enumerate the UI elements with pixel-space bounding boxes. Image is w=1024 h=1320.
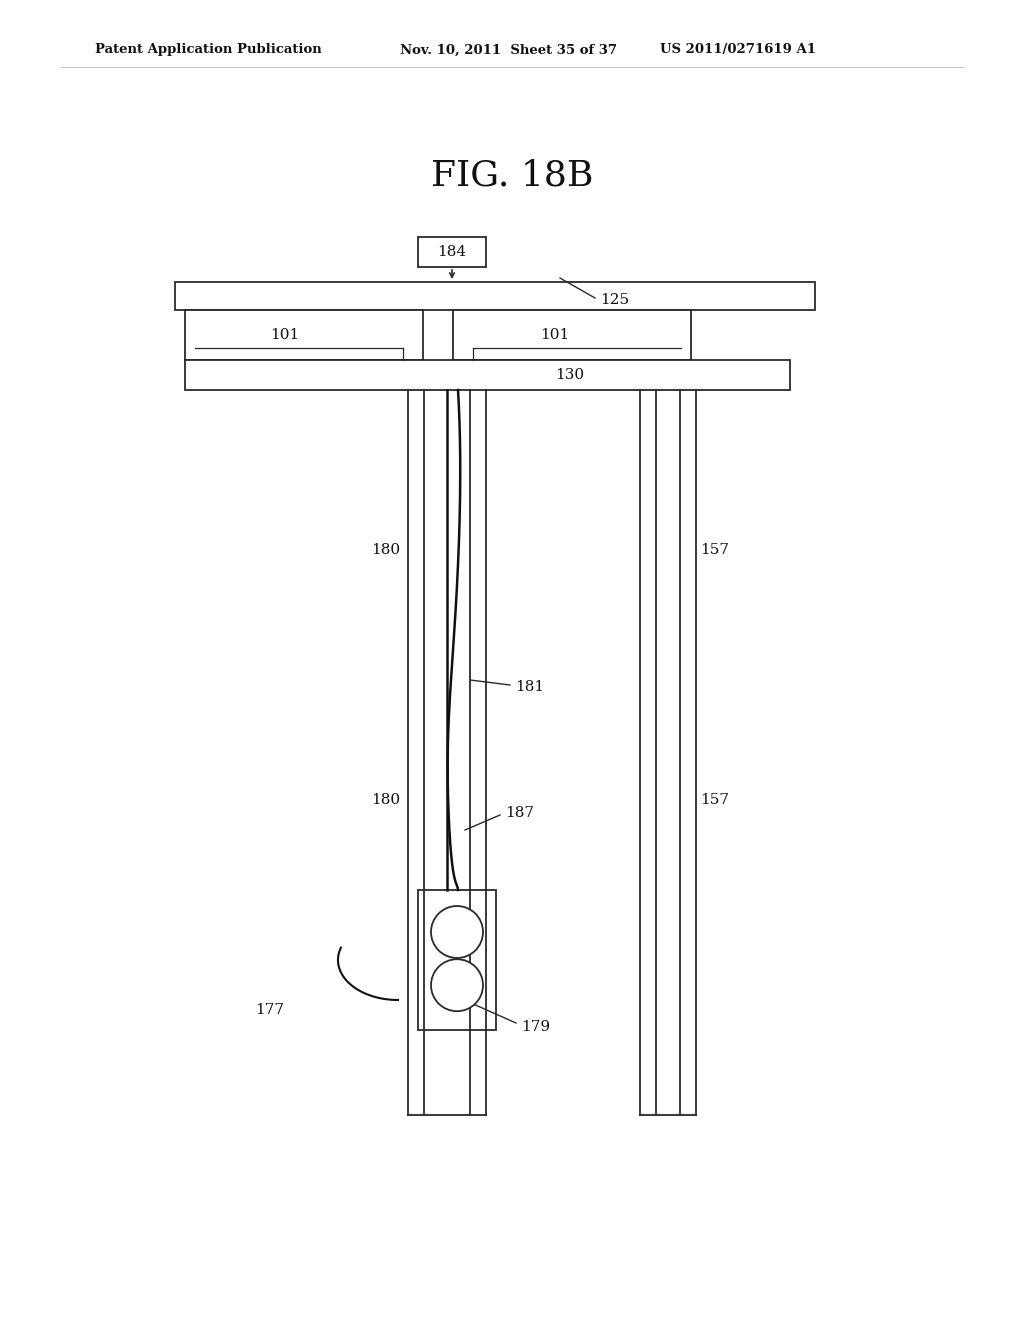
Bar (185, 360, 790, 389)
Text: 157: 157 (700, 543, 729, 557)
Text: 130: 130 (555, 368, 585, 381)
Text: FIG. 18B: FIG. 18B (431, 158, 593, 191)
Text: 157: 157 (700, 793, 729, 807)
Text: 187: 187 (505, 807, 534, 820)
Bar (418, 890, 496, 1030)
Text: 181: 181 (515, 680, 544, 694)
Text: 101: 101 (270, 327, 300, 342)
Text: 101: 101 (541, 327, 569, 342)
Bar (453, 310, 691, 360)
Text: 184: 184 (437, 246, 467, 259)
Text: Patent Application Publication: Patent Application Publication (95, 44, 322, 57)
Bar (185, 310, 423, 360)
Text: US 2011/0271619 A1: US 2011/0271619 A1 (660, 44, 816, 57)
Text: 180: 180 (371, 543, 400, 557)
Circle shape (431, 960, 483, 1011)
Text: 177: 177 (256, 1003, 285, 1016)
Bar (418, 238, 486, 267)
Text: 179: 179 (521, 1020, 550, 1034)
Bar (175, 282, 815, 310)
Text: 125: 125 (600, 293, 629, 308)
Circle shape (431, 906, 483, 958)
Text: 180: 180 (371, 793, 400, 807)
Text: Nov. 10, 2011  Sheet 35 of 37: Nov. 10, 2011 Sheet 35 of 37 (400, 44, 617, 57)
